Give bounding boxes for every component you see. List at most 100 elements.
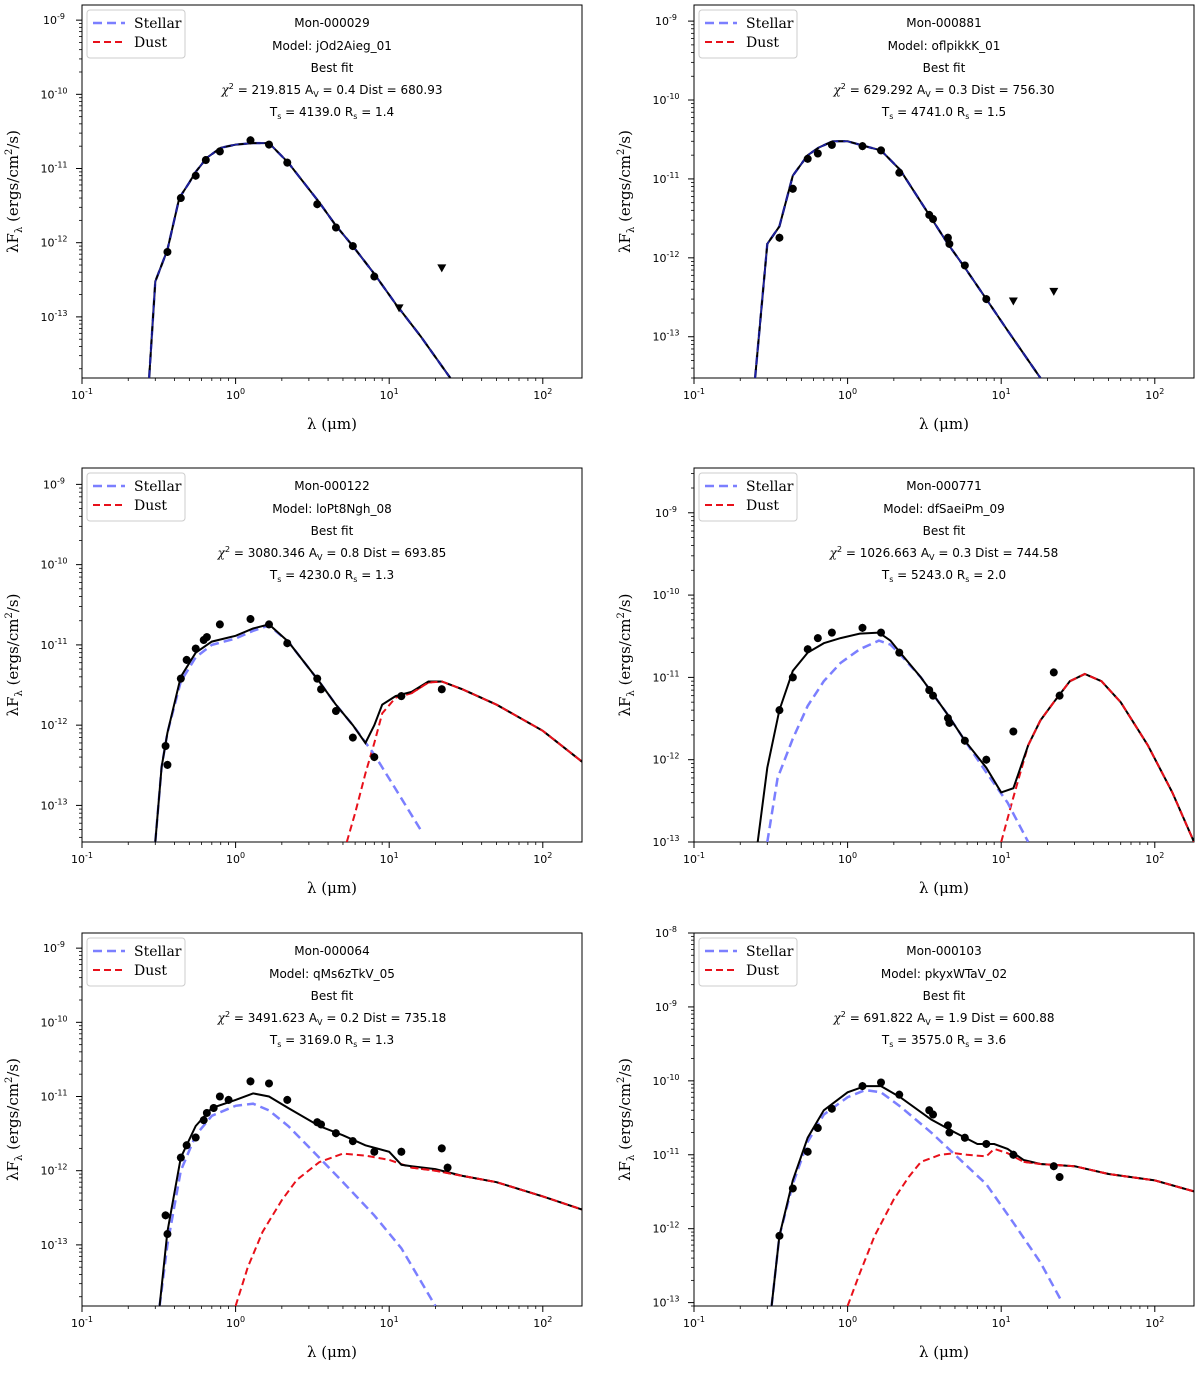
data-point [858, 142, 867, 151]
x-tick-label: 100 [226, 851, 245, 866]
stellar-params: Ts = 4139.0 Rs = 1.4 [269, 105, 394, 121]
y-tick-label: 10-11 [652, 669, 679, 684]
y-tick-label: 10-13 [40, 797, 67, 812]
plot-frame [81, 4, 583, 379]
data-point [313, 200, 322, 209]
y-tick-label: 10-13 [40, 309, 67, 324]
x-tick-label: 10-1 [71, 387, 93, 402]
data-point [1049, 1162, 1058, 1171]
model-name: Model: oflpikkK_01 [888, 39, 1001, 53]
photometry-points [775, 140, 1059, 306]
x-tick-label: 100 [838, 1315, 857, 1330]
data-point [283, 639, 292, 648]
upper-limit-marker [394, 304, 404, 313]
data-point [176, 674, 185, 683]
y-tick-label: 10-12 [40, 717, 67, 732]
data-point [246, 136, 255, 145]
y-tick-label: 10-12 [40, 1163, 67, 1178]
fit-label: Best fit [923, 524, 966, 538]
data-point [775, 706, 784, 715]
stellar-params: Ts = 3575.0 Rs = 3.6 [881, 1033, 1006, 1049]
model-name: Model: pkyxWTaV_02 [881, 967, 1007, 981]
legend-stellar-label: Stellar [746, 479, 794, 495]
model-name: Model: qMs6zTkV_05 [269, 967, 395, 981]
x-tick-label: 102 [533, 851, 552, 866]
fit-label: Best fit [311, 524, 354, 538]
x-tick-label: 102 [533, 387, 552, 402]
legend-dust-label: Dust [134, 498, 167, 514]
total-curve [754, 140, 1042, 378]
stellar-curve [154, 623, 422, 842]
stellar-curve-overlay [148, 142, 451, 378]
x-tick-label: 100 [838, 387, 857, 402]
dust-curve-overlay [1023, 1160, 1194, 1193]
data-point [803, 645, 812, 654]
data-point [224, 1095, 233, 1104]
fit-label: Best fit [311, 61, 354, 75]
data-point [283, 158, 292, 167]
x-tick-label: 101 [380, 387, 399, 402]
photometry-points [775, 623, 1064, 764]
data-point [775, 233, 784, 242]
y-tick-label: 10-10 [652, 92, 679, 107]
stellar-curve [158, 1102, 437, 1306]
fit-label: Best fit [311, 989, 354, 1003]
x-tick-label: 100 [226, 387, 245, 402]
data-point [982, 295, 991, 304]
data-point [317, 685, 326, 694]
x-tick-label: 10-1 [683, 851, 705, 866]
y-axis-label: λFλ (ergs/cm2/s) [4, 1058, 25, 1181]
total-curve [154, 623, 582, 842]
source-id: Mon-000103 [906, 944, 981, 958]
data-point [283, 1095, 292, 1104]
photometry-points [161, 615, 446, 769]
data-point [788, 184, 797, 193]
y-tick-label: 10-9 [43, 476, 65, 491]
x-tick-label: 100 [226, 1315, 245, 1330]
data-point [397, 692, 406, 701]
data-point [313, 674, 322, 683]
data-point [161, 741, 170, 750]
data-point [163, 247, 172, 256]
data-point [877, 1078, 886, 1087]
data-point [201, 156, 210, 165]
stellar-curve-overlay [754, 140, 1041, 378]
data-point [161, 1211, 170, 1220]
x-axis-label: λ (μm) [919, 1343, 969, 1361]
fit-stats: χ2 = 219.815 AV = 0.4 Dist = 680.93 [221, 82, 443, 99]
data-point [265, 1079, 274, 1088]
data-point [163, 760, 172, 769]
upper-limit-marker [1049, 287, 1059, 296]
data-point [246, 615, 255, 624]
data-point [317, 1120, 326, 1129]
fit-stats: χ2 = 1026.663 AV = 0.3 Dist = 744.58 [829, 545, 1059, 562]
y-axis-label: λFλ (ergs/cm2/s) [616, 130, 637, 253]
sed-panel-4: 10-1 100 101 102 10-13 10-12 10-11 10-10 10-9 λ (… [616, 467, 1195, 897]
sed-panel-3: 10-1 100 101 102 10-13 10-12 10-11 10-10 10-9 λ (… [4, 467, 583, 897]
data-point [191, 1133, 200, 1142]
dust-curve-overlay [411, 680, 582, 763]
data-point [1055, 1173, 1064, 1182]
fit-annotation: Mon-000029 Model: jOd2Aieg_01 Best fit χ2 =… [221, 16, 443, 121]
sed-panel-6: 10-1 100 101 102 10-13 10-12 10-11 10-10 10-9 10-… [616, 925, 1195, 1361]
data-point [370, 1147, 379, 1156]
data-point [215, 1092, 224, 1101]
data-point [246, 1077, 255, 1086]
total-curve [148, 142, 452, 378]
legend-dust-label: Dust [746, 498, 779, 514]
data-point [1055, 691, 1064, 700]
x-axis-label: λ (μm) [919, 879, 969, 897]
x-tick-label: 102 [1145, 851, 1164, 866]
fit-stats: χ2 = 629.292 AV = 0.3 Dist = 756.30 [833, 82, 1055, 99]
y-tick-label: 10-12 [652, 752, 679, 767]
data-point [943, 233, 952, 242]
data-point [182, 655, 191, 664]
sed-panel-2: 10-1 100 101 102 10-13 10-12 10-11 10-10 10-9 λ (… [616, 4, 1195, 433]
photometry-points [775, 1078, 1064, 1240]
x-axis-label: λ (μm) [307, 1343, 357, 1361]
fit-annotation: Mon-000103 Model: pkyxWTaV_02 Best fit χ2 =… [833, 944, 1055, 1049]
y-axis-label: λFλ (ergs/cm2/s) [616, 594, 637, 717]
stellar-params: Ts = 4741.0 Rs = 1.5 [881, 105, 1006, 121]
legend-stellar-label: Stellar [746, 16, 794, 32]
data-point [803, 154, 812, 163]
